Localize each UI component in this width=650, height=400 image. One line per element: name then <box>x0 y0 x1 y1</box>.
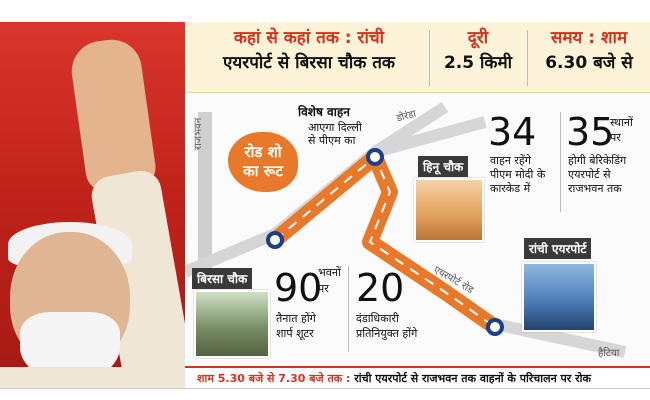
places-text1: स्थानों <box>610 116 633 129</box>
footer-notice: शाम 5.30 बजे से 7.30 बजे तक : रांची एयरप… <box>185 366 650 390</box>
bottom-strip <box>0 388 650 400</box>
magistrates-text1: दंडाधिकारी <box>356 312 399 325</box>
divider <box>429 30 430 86</box>
airport-image <box>522 262 596 332</box>
footer-time-range: शाम 5.30 बजे से 7.30 बजे तक : <box>197 372 351 385</box>
vehicles-text3: कारकेड में <box>490 182 531 195</box>
hinoo-chowk-label: हिनू चौक <box>418 156 469 177</box>
time-value: 6.30 बजे से <box>545 53 633 73</box>
time-label: समय : शाम <box>550 28 628 48</box>
buildings-text2: पर <box>318 282 329 295</box>
divider <box>527 30 528 86</box>
vehicles-text1: वाहन रहेंगे <box>490 154 531 167</box>
divider <box>348 266 349 352</box>
footer-text: शाम 5.30 बजे से 7.30 बजे तक : रांची एयरप… <box>197 371 591 386</box>
divider <box>560 112 561 212</box>
places-text5: राजभवन तक <box>568 182 622 195</box>
special-vehicle-text2: से पीएम का <box>308 134 356 147</box>
buildings-text1: भवनों <box>318 266 341 279</box>
badge-line2: का रूट <box>243 162 283 180</box>
places-text3: होगी बेरिकेडिंग <box>568 154 627 167</box>
pm-photo <box>0 22 200 394</box>
magistrates-text2: प्रतिनियुक्त होंगे <box>356 327 418 340</box>
ranchi-airport-label: रांची एयरपोर्ट <box>524 238 592 259</box>
birsa-chowk-label: बिरसा चौक <box>192 268 253 289</box>
vehicles-text2: पीएम मोदी के <box>490 168 546 181</box>
route-label: कहां से कहां तक : रांची <box>233 28 385 48</box>
distance-label: दूरी <box>467 28 489 48</box>
special-vehicle-title: विशेष वाहन <box>298 105 350 119</box>
buildings-text3: तैनात होंगे <box>276 312 316 325</box>
hinoo-temple-image <box>414 178 484 242</box>
route-value: एयरपोर्ट से बिरसा चौक तक <box>223 53 395 73</box>
buildings-text4: शार्प शूटर <box>276 327 314 340</box>
road-show-badge: रोड शो का रूट <box>228 132 298 192</box>
birsa-statue-image <box>194 290 270 358</box>
road-rajbhavan: राजभवन <box>193 117 204 150</box>
buildings-count: 90 <box>274 266 323 310</box>
special-vehicle-text1: आएगा दिल्ली <box>308 121 362 134</box>
places-count: 35 <box>566 110 615 154</box>
header-bar: कहां से कहां तक : रांची एयरपोर्ट से बिरस… <box>185 22 650 93</box>
route-cell: कहां से कहां तक : रांची एयरपोर्ट से बिरस… <box>193 27 425 77</box>
time-cell: समय : शाम 6.30 बजे से <box>531 27 647 77</box>
badge-line1: रोड शो <box>244 143 282 161</box>
places-text4: एयरपोर्ट से <box>568 168 611 181</box>
distance-value: 2.5 किमी <box>443 53 513 73</box>
vehicles-count: 34 <box>488 110 537 154</box>
places-text2: पर <box>610 131 621 144</box>
map-roads <box>182 101 627 358</box>
distance-cell: दूरी 2.5 किमी <box>433 27 523 77</box>
road-hatia: हैटिया <box>598 348 620 359</box>
magistrates-count: 20 <box>356 266 405 310</box>
footer-notice-text: रांची एयरपोर्ट से राजभवन तक वाहनों के पर… <box>354 372 591 385</box>
